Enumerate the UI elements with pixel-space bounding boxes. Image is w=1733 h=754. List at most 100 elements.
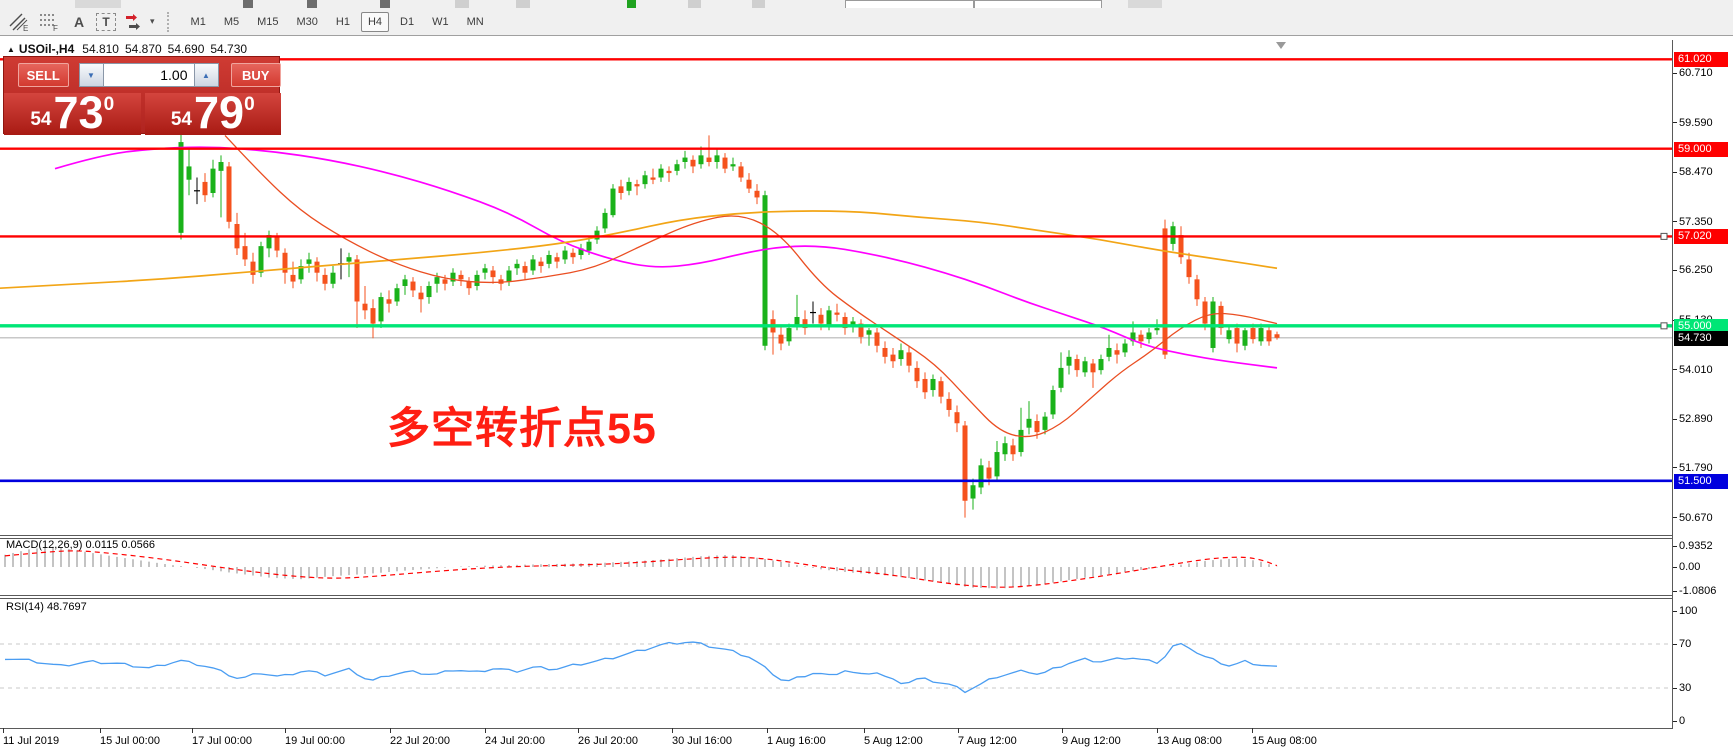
candle: [258, 246, 264, 273]
candle: [1098, 359, 1104, 371]
toolbar-fragment: [307, 0, 317, 8]
fibonacci-icon[interactable]: F: [36, 11, 62, 33]
chart-shift-marker-icon[interactable]: [1276, 42, 1286, 49]
timeframe-button-m30[interactable]: M30: [296, 15, 318, 28]
text-label-icon[interactable]: T: [96, 12, 116, 31]
candle: [530, 259, 536, 271]
candle: [402, 279, 408, 286]
ma-slow-magenta: [54, 146, 1278, 369]
drawing-toolbar: E F A T ▾ M1 M5 M15 M30 H1 H4 D1 W1 MN: [0, 8, 1733, 36]
candle: [1274, 334, 1280, 338]
timeframe-button-mn[interactable]: MN: [466, 15, 484, 28]
axis-tick: [1672, 418, 1677, 420]
candle: [514, 263, 520, 269]
ma-mid-orange: [0, 210, 1278, 290]
candle: [1242, 330, 1248, 346]
line-handle-icon[interactable]: [1660, 322, 1668, 330]
time-axis-label: 11 Jul 2019: [3, 735, 60, 747]
candle: [306, 259, 312, 264]
candle: [362, 303, 368, 311]
arrows-icon[interactable]: [120, 11, 146, 33]
timeframe-button-h1[interactable]: H1: [335, 15, 350, 28]
timeframe-button-m5[interactable]: M5: [223, 15, 240, 28]
axis-tick: [1672, 269, 1677, 271]
price-tick-label: 50.670: [1679, 511, 1713, 524]
rsi-axis-label: 100: [1679, 605, 1698, 617]
candle: [882, 347, 888, 357]
buy-price-box[interactable]: 54 79 0: [144, 90, 281, 135]
candle: [946, 398, 952, 410]
candle: [786, 328, 792, 342]
candle: [890, 354, 896, 362]
time-axis-label: 30 Jul 16:00: [672, 735, 732, 747]
volume-up-button[interactable]: ▲: [193, 63, 219, 87]
candle: [1146, 332, 1152, 340]
rsi-axis-tick: [1672, 610, 1677, 612]
rsi-line: [4, 641, 1278, 694]
time-axis-tick: [1062, 728, 1063, 733]
candle: [578, 248, 584, 255]
rsi-axis-tick: [1672, 720, 1677, 722]
timeframe-button-m15[interactable]: M15: [257, 15, 279, 28]
pane-separator[interactable]: [0, 538, 1673, 539]
sell-price-box[interactable]: 54 73 0: [4, 90, 141, 135]
candle: [1066, 356, 1072, 366]
cropped-toolbar-strip: [0, 0, 1733, 8]
toolbar-fragment: [380, 0, 390, 8]
rsi-chart[interactable]: [0, 598, 1672, 728]
candle: [322, 274, 328, 284]
candle: [538, 261, 544, 267]
buy-button[interactable]: BUY: [230, 63, 281, 87]
timeframe-button-d1[interactable]: D1: [400, 15, 415, 28]
candle: [1130, 332, 1136, 342]
pane-separator[interactable]: [0, 598, 1673, 599]
line-handle-icon[interactable]: [1660, 232, 1668, 240]
text-icon[interactable]: A: [73, 13, 85, 30]
candle: [818, 314, 824, 324]
equidistant-channel-icon[interactable]: E: [6, 11, 32, 33]
title-collapse-icon[interactable]: ▲: [7, 45, 15, 54]
candle: [970, 485, 976, 499]
candle: [482, 268, 488, 273]
candle: [682, 157, 688, 163]
macd-chart[interactable]: [0, 537, 1672, 597]
candle: [706, 157, 712, 163]
candle: [794, 316, 800, 326]
time-axis-label: 9 Aug 12:00: [1062, 735, 1121, 747]
time-axis-tick: [578, 728, 579, 733]
time-axis-tick: [1252, 728, 1253, 733]
candle: [1202, 301, 1208, 324]
candle: [442, 279, 448, 284]
ohlc-low: 54.690: [167, 42, 205, 56]
buy-price-superscript: 0: [244, 94, 255, 115]
candle: [650, 177, 656, 180]
macd-signal-line: [4, 550, 1278, 588]
candle: [714, 155, 720, 163]
timeframe-button-m1[interactable]: M1: [190, 15, 206, 28]
svg-text:E: E: [23, 24, 28, 32]
price-tick-label: 58.470: [1679, 166, 1713, 179]
pane-separator[interactable]: [0, 595, 1673, 596]
plot-right-border: [1672, 40, 1673, 728]
volume-down-button[interactable]: ▼: [78, 63, 104, 87]
rsi-axis-tick: [1672, 687, 1677, 689]
candle: [754, 190, 760, 198]
timeframe-button-h4[interactable]: H4: [360, 11, 390, 32]
candle: [218, 162, 224, 171]
price-chart[interactable]: [0, 40, 1672, 537]
price-tick-label: 59.590: [1679, 116, 1713, 129]
candle: [898, 350, 904, 360]
candle: [394, 288, 400, 302]
volume-input[interactable]: [103, 63, 194, 87]
sell-button[interactable]: SELL: [18, 63, 69, 87]
time-axis-tick: [285, 728, 286, 733]
time-axis-label: 1 Aug 16:00: [767, 735, 826, 747]
pane-separator[interactable]: [0, 535, 1673, 536]
price-axis[interactable]: [1673, 40, 1733, 754]
candle: [202, 181, 208, 196]
candle: [506, 270, 512, 282]
timeframe-button-w1[interactable]: W1: [432, 15, 449, 28]
price-level-badge: 57.020: [1674, 229, 1728, 245]
chevron-down-icon[interactable]: ▾: [150, 16, 155, 26]
candle: [738, 166, 744, 178]
